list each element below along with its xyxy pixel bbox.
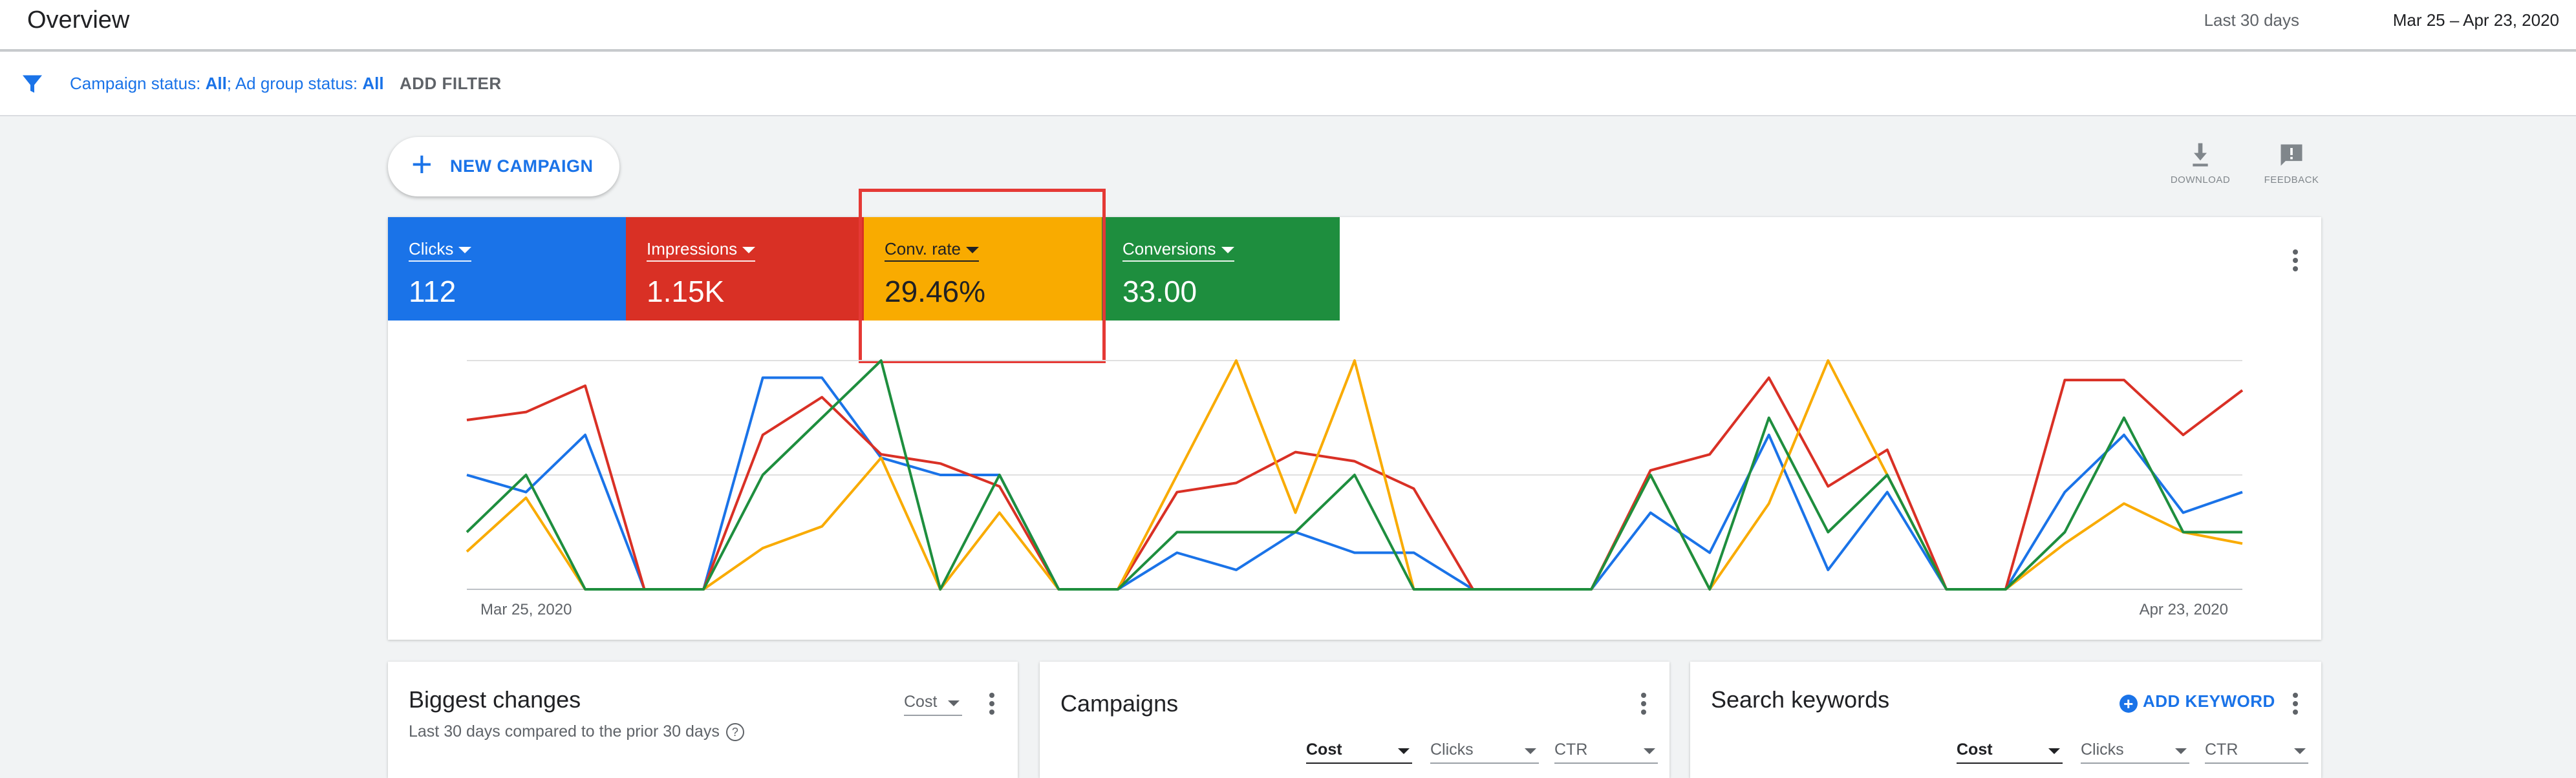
highlight-box [859, 189, 1106, 363]
metric-conv-rate-value: 29.46% [885, 275, 986, 308]
chevron-down-icon [1398, 748, 1410, 754]
x-axis-end-label: Apr 23, 2020 [2139, 601, 2228, 618]
biggest-changes-subtitle-text: Last 30 days compared to the prior 30 da… [409, 722, 720, 741]
dropdown-value: Cost [1306, 741, 1342, 759]
chevron-down-icon [1525, 748, 1536, 754]
plus-icon: + [411, 143, 433, 184]
more-vert-icon[interactable] [2293, 693, 2299, 718]
biggest-changes-card: Biggest changes Last 30 days compared to… [388, 662, 1018, 778]
metric-conversions[interactable]: Conversions 33.00 [1102, 217, 1340, 321]
chevron-down-icon [2294, 748, 2306, 754]
metric-impressions[interactable]: Impressions 1.15K [626, 217, 864, 321]
campaign-status-value: All [205, 74, 227, 93]
add-keyword-label: ADD KEYWORD [2143, 691, 2275, 711]
add-keyword-button[interactable]: + ADD KEYWORD [2120, 691, 2275, 713]
more-vert-icon[interactable] [1641, 693, 1648, 718]
dropdown-value: Cost [1957, 741, 1993, 759]
column-dropdown-clicks[interactable]: Clicks [1430, 741, 1539, 764]
filter-separator: ; [226, 74, 235, 93]
chevron-down-icon [458, 247, 472, 254]
download-button[interactable]: DOWNLOAD [2165, 141, 2236, 185]
dropdown-value: Clicks [2081, 741, 2124, 759]
metric-clicks-name: Clicks [409, 239, 454, 258]
page-title: Overview [27, 6, 130, 34]
dropdown-value: Cost [904, 693, 938, 711]
column-dropdown-ctr[interactable]: CTR [1554, 741, 1658, 764]
feedback-button[interactable]: FEEDBACK [2256, 141, 2327, 185]
campaigns-card: Campaigns Cost Clicks CTR [1040, 662, 1669, 778]
biggest-changes-subtitle: Last 30 days compared to the prior 30 da… [409, 722, 744, 742]
metric-impressions-value: 1.15K [647, 275, 725, 308]
active-filters[interactable]: Campaign status: All; Ad group status: A… [70, 74, 384, 94]
column-dropdown-cost[interactable]: Cost [1306, 741, 1412, 764]
new-campaign-button[interactable]: + NEW CAMPAIGN [388, 137, 619, 196]
date-range-value[interactable]: Mar 25 – Apr 23, 2020 [2392, 10, 2559, 30]
metric-conv-rate-name: Conv. rate [885, 239, 961, 258]
chevron-down-icon [948, 700, 960, 706]
download-label: DOWNLOAD [2170, 174, 2231, 185]
metric-clicks-value: 112 [409, 275, 456, 308]
metric-conversions-value: 33.00 [1122, 275, 1197, 308]
feedback-label: FEEDBACK [2264, 174, 2319, 185]
column-dropdown-cost[interactable]: Cost [1957, 741, 2063, 764]
search-keywords-card: Search keywords + ADD KEYWORD Cost Clicks… [1690, 662, 2321, 778]
metric-conversions-name: Conversions [1122, 239, 1216, 258]
date-range-label[interactable]: Last 30 days [2204, 10, 2299, 30]
ad-group-status-label: Ad group status: [235, 74, 363, 93]
metric-clicks[interactable]: Clicks 112 [388, 217, 626, 321]
add-circle-icon: + [2120, 695, 2138, 713]
campaign-status-label: Campaign status: [70, 74, 206, 93]
metric-impressions-name: Impressions [647, 239, 738, 258]
metric-conv-rate[interactable]: Conv. rate 29.46% [864, 217, 1102, 321]
x-axis-start-label: Mar 25, 2020 [480, 601, 572, 618]
chevron-down-icon [742, 247, 756, 254]
help-icon[interactable]: ? [725, 723, 744, 742]
column-dropdown-clicks[interactable]: Clicks [2081, 741, 2189, 764]
dropdown-value: CTR [2205, 741, 2238, 759]
chevron-down-icon [1221, 247, 1234, 254]
chevron-down-icon [2048, 748, 2060, 754]
campaigns-title: Campaigns [1060, 690, 1179, 717]
dropdown-value: CTR [1554, 741, 1588, 759]
add-filter-button[interactable]: ADD FILTER [400, 74, 502, 93]
chevron-down-icon [966, 247, 980, 254]
biggest-changes-title: Biggest changes [409, 686, 581, 713]
dropdown-value: Clicks [1430, 741, 1474, 759]
top-bar: Overview Last 30 days Mar 25 – Apr 23, 2… [0, 0, 2576, 52]
performance-card: Clicks 112 Impressions 1.15K Conv. rate … [388, 189, 2321, 640]
new-campaign-label: NEW CAMPAIGN [450, 156, 594, 176]
more-vert-icon[interactable] [989, 693, 996, 718]
feedback-icon [2281, 144, 2302, 166]
series-line-clicks [466, 376, 2243, 591]
series-line-conversions [466, 359, 2242, 591]
more-vert-icon[interactable] [2293, 249, 2299, 275]
column-dropdown-ctr[interactable]: CTR [2205, 741, 2308, 764]
ad-group-status-value: All [362, 74, 384, 93]
filter-icon[interactable] [21, 72, 44, 96]
filter-bar: Campaign status: All; Ad group status: A… [0, 52, 2576, 116]
search-keywords-title: Search keywords [1711, 686, 1890, 713]
performance-chart [466, 359, 2244, 591]
chevron-down-icon [1644, 748, 1655, 754]
chevron-down-icon [2175, 748, 2187, 754]
download-icon [2193, 143, 2208, 167]
biggest-changes-metric-dropdown[interactable]: Cost [904, 693, 962, 716]
